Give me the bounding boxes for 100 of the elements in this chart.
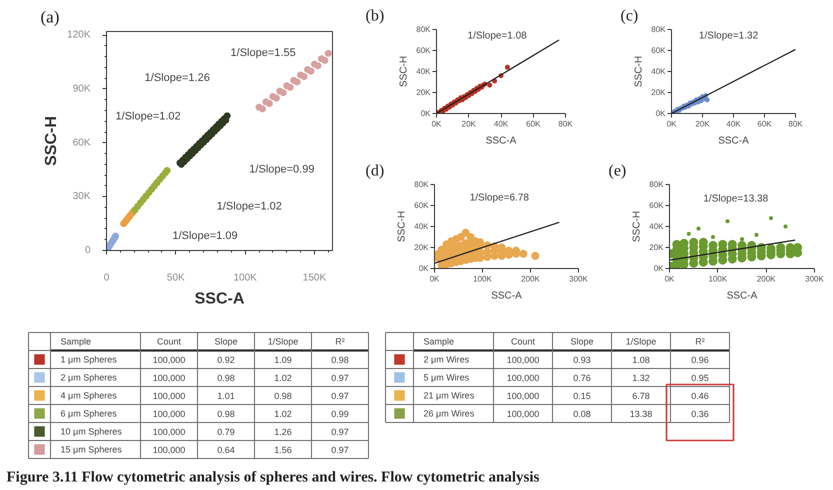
chart-title: (e)	[608, 162, 626, 180]
chart-title: (b)	[366, 8, 384, 24]
data-label: 1.02	[274, 409, 292, 419]
legend-title: Sample	[424, 336, 454, 346]
x-tick-label: 80K	[558, 120, 574, 128]
y-tick-label: 0K	[420, 109, 432, 118]
x-tick-label: 60K	[757, 120, 772, 128]
x-tick-label: 150K	[302, 272, 326, 284]
data-label: 0.15	[573, 391, 591, 401]
annotation: 1/Slope=13.38	[703, 193, 769, 204]
annotation: 1/Slope=1.55	[230, 46, 296, 59]
x-tick-label: 0	[104, 272, 110, 284]
legend-label: 6 μm Spheres	[60, 408, 118, 418]
data-label: 100,000	[506, 409, 540, 419]
y-tick-label: 40K	[416, 67, 432, 76]
data-label: 1.09	[274, 355, 292, 365]
data-label: 1.08	[632, 355, 650, 365]
x-tick-label: 0K	[430, 274, 440, 284]
category-label: 1/Slope	[268, 336, 298, 346]
y-tick-label: 0K	[654, 264, 664, 273]
data-label: 0.46	[691, 391, 709, 401]
y-tick-label: 60K	[651, 46, 666, 55]
legend-label: 1 μm Spheres	[60, 354, 118, 364]
y-axis-title: SSC-H	[43, 116, 60, 166]
x-tick-label: 300K	[805, 274, 825, 284]
data-label: 100,000	[152, 373, 186, 383]
data-label: 13.38	[630, 409, 652, 419]
category-label: 1/Slope	[626, 336, 656, 346]
y-tick-label: 60K	[414, 201, 430, 210]
annotation: 1/Slope=1.26	[144, 72, 210, 84]
x-tick-label: 60K	[526, 120, 542, 128]
y-tick-label: 20K	[649, 243, 664, 252]
chart-title: (d)	[366, 162, 384, 180]
chart-title: (c)	[620, 8, 638, 24]
x-tick-label: 20K	[462, 120, 477, 128]
legend-label: 5 μm Wires	[424, 372, 470, 382]
annotation: 1/Slope=1.02	[216, 200, 282, 212]
data-label: 0.79	[217, 427, 235, 437]
legend-label: 10 μm Spheres	[60, 426, 122, 436]
data-label: 100,000	[152, 445, 186, 455]
x-axis-title: SSC-A	[486, 136, 517, 146]
legend-label: 2 μm Spheres	[60, 372, 118, 382]
data-label: 0.76	[573, 373, 591, 383]
data-label: 1.02	[274, 373, 292, 383]
x-tick-label: 200K	[756, 274, 776, 284]
data-label: 0.93	[573, 355, 591, 365]
annotation: 1/Slope=1.08	[468, 30, 528, 42]
y-tick-label: 20K	[651, 88, 666, 97]
data-label: 0.98	[217, 409, 235, 419]
data-label: 100,000	[506, 391, 540, 401]
data-label: 1.56	[274, 445, 292, 455]
x-axis-title: SSC-A	[726, 290, 758, 302]
data-label: 1.26	[274, 427, 292, 437]
annotation: 1/Slope=1.02	[116, 110, 181, 123]
legend-label: 4 μm Spheres	[60, 390, 118, 400]
category-label: R²	[335, 336, 345, 346]
y-tick-label: 0K	[656, 109, 666, 118]
x-tick-label: 300K	[569, 274, 589, 284]
x-tick-label: 0K	[664, 274, 676, 284]
x-axis-title: SSC-A	[194, 290, 245, 308]
caption: Figure 3.11 Flow cytometric analysis of spheres and wires. Flow cytometric analysis	[6, 470, 540, 486]
data-label: 0.98	[217, 373, 235, 383]
y-tick-label: 90K	[72, 83, 91, 94]
data-label: 0.96	[691, 355, 709, 365]
y-tick-label: 120K	[67, 30, 91, 41]
y-axis-title: SSC-H	[633, 56, 644, 88]
y-axis-title: SSC-H	[396, 210, 408, 242]
data-label: 0.95	[691, 373, 709, 383]
data-label: 6.78	[632, 391, 650, 401]
y-axis-title: SSC-H	[631, 210, 642, 242]
chart-title: (a)	[40, 8, 60, 26]
legend-label: 26 μm Wires	[424, 408, 475, 418]
data-label: 0.98	[274, 391, 292, 401]
x-tick-label: 100K	[233, 272, 258, 284]
data-label: 0.36	[691, 409, 709, 419]
category-label: Count	[156, 336, 182, 346]
annotation: 1/Slope=6.78	[470, 192, 530, 204]
category-label: R²	[695, 336, 705, 346]
data-label: 1.01	[217, 391, 235, 401]
y-tick-label: 30K	[72, 191, 91, 202]
y-tick-label: 80K	[651, 25, 666, 34]
data-label: 0.97	[331, 445, 349, 455]
y-tick-label: 40K	[414, 222, 430, 231]
x-tick-label: 40K	[726, 120, 742, 128]
category-label: Count	[510, 336, 536, 346]
y-tick-label: 20K	[414, 243, 430, 252]
data-label: 0.92	[217, 355, 235, 365]
y-tick-label: 40K	[649, 222, 664, 231]
x-axis-title: SSC-A	[718, 136, 750, 146]
annotation: 1/Slope=1.09	[172, 230, 238, 242]
category-label: Slope	[214, 336, 238, 346]
data-label: 100,000	[152, 355, 186, 365]
legend-title: Sample	[60, 336, 92, 346]
x-tick-label: 0K	[666, 120, 678, 128]
x-tick-label: 80K	[788, 120, 804, 128]
data-label: 100,000	[506, 373, 540, 383]
data-label: 0.64	[217, 445, 235, 455]
x-tick-label: 50K	[166, 272, 186, 284]
data-label: 1.32	[632, 373, 650, 383]
data-label: 100,000	[152, 409, 186, 419]
